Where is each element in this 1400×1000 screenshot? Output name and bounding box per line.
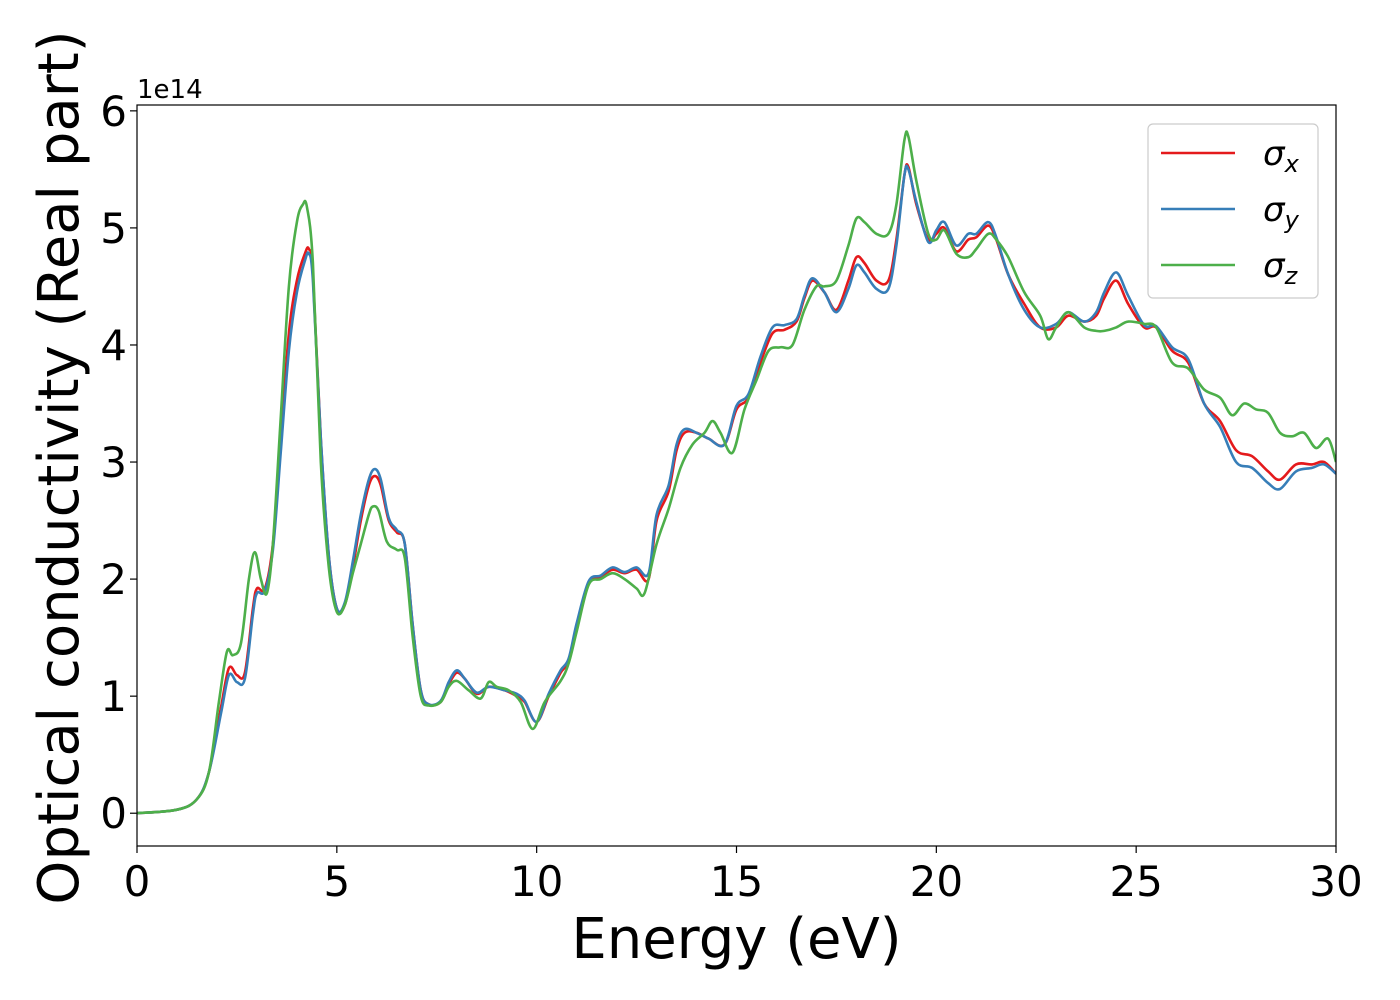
y-tick-label: 2 [100, 555, 127, 604]
legend-box [1147, 123, 1319, 299]
x-axis-title: Energy (eV) [571, 907, 901, 972]
x-tick-label: 5 [323, 857, 350, 906]
x-tick-label: 0 [124, 857, 151, 906]
x-tick-label: 10 [510, 857, 563, 906]
y-tick-label: 3 [100, 438, 127, 487]
legend-label: σz [1263, 246, 1299, 290]
x-tick-label: 20 [910, 857, 963, 906]
y-axis-title: Optical conductivity (Real part) [27, 30, 92, 904]
x-tick-label: 15 [710, 857, 763, 906]
x-tick-label: 25 [1109, 857, 1162, 906]
y-tick-label: 1 [100, 672, 127, 721]
legend-item-y: σy [1161, 190, 1300, 234]
legend-label: σx [1263, 134, 1300, 178]
legend-item-z: σz [1161, 246, 1299, 290]
y-tick-label: 0 [100, 789, 127, 838]
y-scale-label: 1e14 [137, 75, 203, 105]
legend-item-x: σx [1161, 134, 1300, 178]
y-tick-label: 4 [100, 321, 127, 370]
ticks-layer: 0 5 10 15 20 25 30 0 1 2 3 4 5 6 [100, 87, 1362, 906]
x-tick-label: 30 [1309, 857, 1362, 906]
legend: σx σy σz [1147, 123, 1319, 299]
series-line-z [137, 130, 1336, 815]
y-tick-label: 5 [100, 204, 127, 253]
y-tick-label: 6 [100, 87, 127, 136]
legend-label: σy [1263, 190, 1300, 234]
series-layer [137, 130, 1336, 815]
